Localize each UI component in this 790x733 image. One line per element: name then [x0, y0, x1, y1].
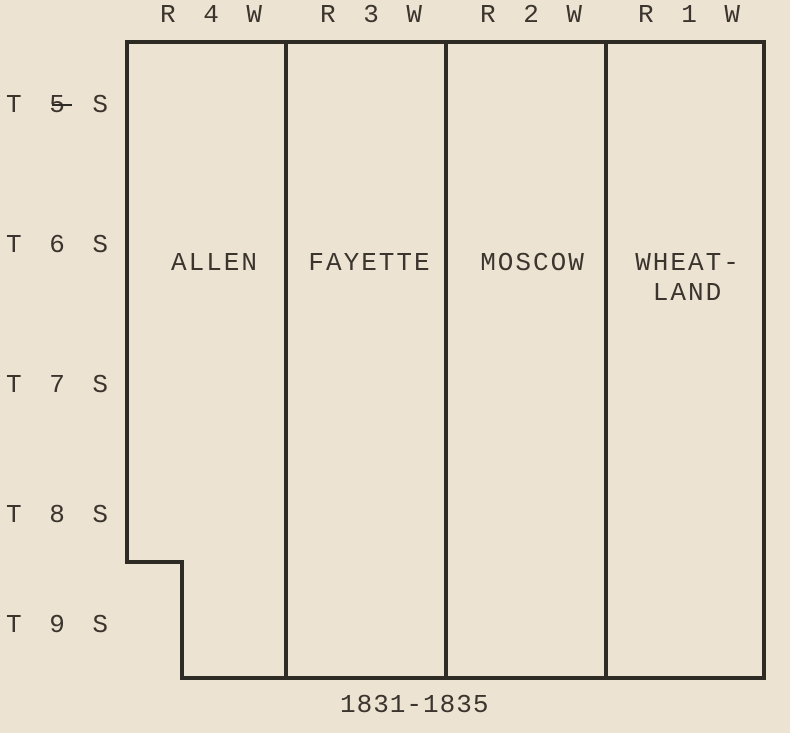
- township-moscow: MOSCOW: [468, 248, 598, 278]
- township-map-diagram: R 4 W R 3 W R 2 W R 1 W T 5 S T 6 S T 7 …: [0, 0, 790, 733]
- map-date-caption: 1831-1835: [340, 690, 489, 720]
- township-wheatland: WHEAT- LAND: [618, 248, 758, 308]
- grid-right-border: [762, 40, 766, 680]
- grid-notch-horizontal: [125, 560, 184, 564]
- township-allen: ALLEN: [155, 248, 275, 278]
- grid-bottom-border: [180, 676, 765, 680]
- col-header-r3w: R 3 W: [320, 0, 428, 30]
- row-label-t6s: T 6 S: [6, 230, 114, 260]
- grid-vline-1: [284, 40, 288, 680]
- t5s-strike: [52, 104, 72, 106]
- row-label-t8s: T 8 S: [6, 500, 114, 530]
- col-header-r1w: R 1 W: [638, 0, 746, 30]
- township-fayette: FAYETTE: [300, 248, 440, 278]
- col-header-r4w: R 4 W: [160, 0, 268, 30]
- col-header-r2w: R 2 W: [480, 0, 588, 30]
- grid-left-border-upper: [125, 40, 129, 564]
- row-label-t7s: T 7 S: [6, 370, 114, 400]
- grid-left-border-lower: [180, 560, 184, 680]
- grid-vline-3: [604, 40, 608, 680]
- row-label-t9s: T 9 S: [6, 610, 114, 640]
- grid-vline-2: [444, 40, 448, 680]
